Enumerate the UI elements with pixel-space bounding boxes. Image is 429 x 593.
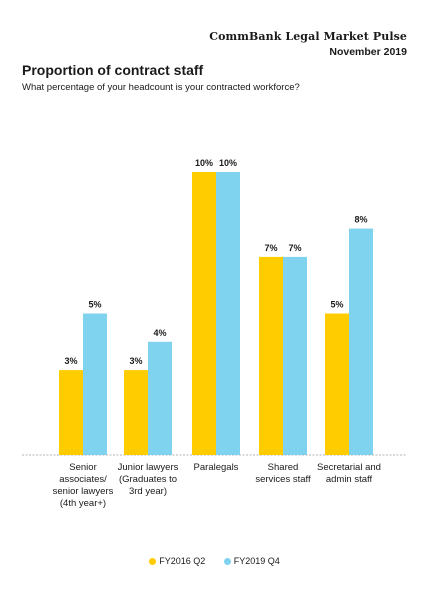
legend-label-fy2016: FY2016 Q2 bbox=[159, 556, 206, 566]
chart-title: Proportion of contract staff bbox=[22, 62, 204, 78]
data-label-series2-cat2: 4% bbox=[153, 328, 166, 338]
legend-item-fy2016: FY2016 Q2 bbox=[149, 556, 205, 566]
bar-series2-cat4 bbox=[283, 256, 307, 455]
legend: FY2016 Q2 FY2019 Q4 bbox=[0, 556, 429, 566]
legend-label-fy2019: FY2019 Q4 bbox=[233, 556, 280, 566]
brand-name: CommBank Legal Market Pulse bbox=[209, 30, 407, 43]
data-label-series1-cat1: 3% bbox=[64, 356, 77, 366]
bar-series1-cat5 bbox=[325, 313, 349, 455]
data-label-series2-cat4: 7% bbox=[288, 243, 301, 253]
bar-series1-cat3 bbox=[192, 172, 216, 455]
category-label-5: Secretarial and admin staff bbox=[317, 462, 381, 485]
category-label-2: Junior lawyers (Graduates to 3rd year) bbox=[117, 462, 179, 497]
bar-series2-cat1 bbox=[83, 313, 107, 455]
brand-header: CommBank Legal Market Pulse November 201… bbox=[209, 30, 407, 58]
data-label-series1-cat5: 5% bbox=[330, 300, 343, 310]
bar-series1-cat2 bbox=[124, 370, 148, 455]
data-label-series1-cat2: 3% bbox=[129, 356, 142, 366]
bar-series2-cat5 bbox=[349, 228, 373, 455]
bar-series1-cat1 bbox=[59, 370, 83, 455]
data-label-series2-cat5: 8% bbox=[354, 215, 367, 225]
data-label-series1-cat3: 10% bbox=[195, 158, 213, 168]
data-label-series1-cat4: 7% bbox=[264, 243, 277, 253]
legend-item-fy2019: FY2019 Q4 bbox=[223, 556, 280, 566]
bar-series2-cat2 bbox=[148, 341, 172, 455]
category-label-1: Senior associates/ senior lawyers (4th y… bbox=[52, 462, 114, 509]
report-date: November 2019 bbox=[329, 46, 407, 58]
legend-swatch-fy2016 bbox=[149, 558, 157, 565]
bar-series1-cat4 bbox=[259, 256, 283, 455]
chart-subtitle: What percentage of your headcount is you… bbox=[22, 82, 300, 93]
data-label-series2-cat3: 10% bbox=[219, 158, 237, 168]
category-label-4: Shared services staff bbox=[255, 462, 311, 485]
data-label-series2-cat1: 5% bbox=[88, 300, 101, 310]
legend-swatch-fy2019 bbox=[223, 558, 231, 565]
bar-series2-cat3 bbox=[216, 172, 240, 455]
category-label-3: Paralegals bbox=[193, 462, 239, 473]
